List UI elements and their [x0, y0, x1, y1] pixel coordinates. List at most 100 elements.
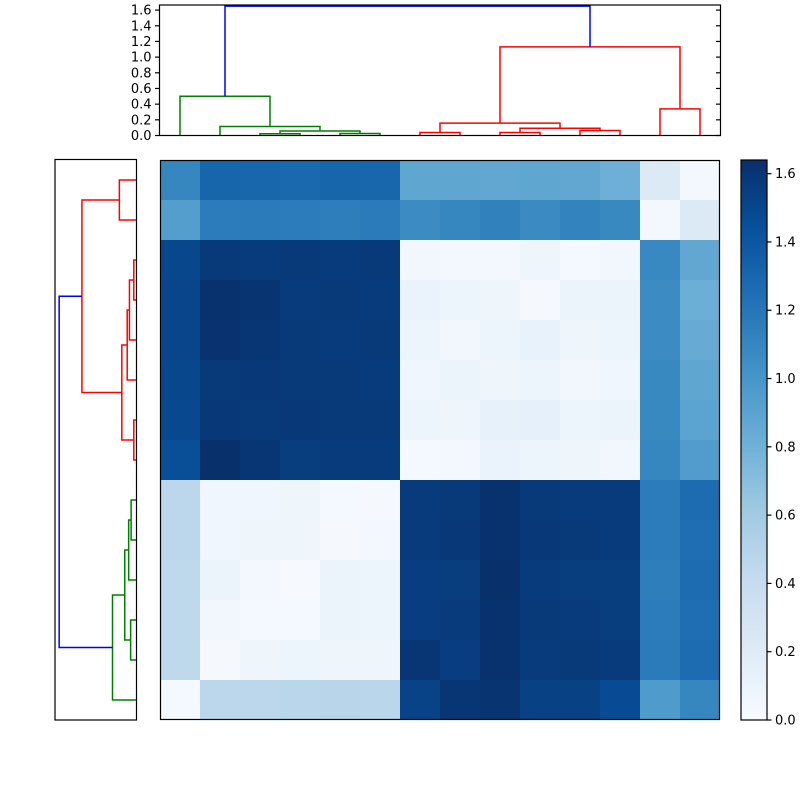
heatmap-cell [240, 240, 280, 280]
heatmap-cell [600, 160, 640, 200]
top-dendrogram-frame [158, 4, 722, 137]
heatmap-cell [480, 640, 520, 680]
heatmap-cell [240, 640, 280, 680]
colorbar-tick-label: 0.6 [775, 509, 796, 524]
heatmap-cell [160, 440, 200, 480]
heatmap-cell [200, 160, 240, 200]
heatmap-cell [560, 680, 600, 720]
heatmap-cell [640, 600, 680, 640]
heatmap-cell [680, 400, 720, 440]
colorbar-tick-label: 1.4 [775, 235, 796, 250]
heatmap-cell [440, 200, 480, 240]
heatmap-cell [160, 360, 200, 400]
heatmap-cell [680, 440, 720, 480]
heatmap-cell [480, 560, 520, 600]
heatmap-cell [360, 200, 400, 240]
heatmap-cell [240, 680, 280, 720]
heatmap-cell [600, 360, 640, 400]
heatmap-cell [280, 160, 320, 200]
heatmap-cell [440, 480, 480, 520]
heatmap-cell [440, 360, 480, 400]
heatmap-cell [600, 480, 640, 520]
y-axis-tick-label: 0.8 [131, 66, 152, 81]
heatmap-cell [520, 440, 560, 480]
heatmap-cell [160, 280, 200, 320]
heatmap-cell [480, 280, 520, 320]
heatmap-cell [400, 200, 440, 240]
heatmap-cell [640, 480, 680, 520]
heatmap-cell [360, 520, 400, 560]
heatmap-cell [480, 360, 520, 400]
heatmap-cell [400, 480, 440, 520]
heatmap-cell [240, 200, 280, 240]
heatmap-cell [240, 320, 280, 360]
dendrogram-link [499, 131, 541, 136]
heatmap-cell [320, 560, 360, 600]
heatmap-cell [600, 560, 640, 600]
colorbar-gradient [741, 160, 767, 720]
heatmap-cell [640, 640, 680, 680]
heatmap-cell [640, 680, 680, 720]
heatmap-cell [480, 600, 520, 640]
heatmap-cell [320, 200, 360, 240]
top-dendrogram: 0.00.20.40.60.81.01.21.41.6 [131, 4, 722, 144]
heatmap-cell [320, 440, 360, 480]
heatmap-cell [320, 320, 360, 360]
left-dendrogram [54, 158, 138, 721]
heatmap-cell [200, 240, 240, 280]
dendrogram-link [129, 619, 137, 661]
heatmap-cell [360, 160, 400, 200]
y-axis-tick-label: 1.4 [131, 19, 152, 34]
heatmap-cell [400, 560, 440, 600]
heatmap-cell [520, 160, 560, 200]
heatmap-cell [160, 400, 200, 440]
colorbar-frame [740, 159, 768, 721]
heatmap-cell [360, 320, 400, 360]
heatmap-cell [320, 360, 360, 400]
heatmap-cell [280, 200, 320, 240]
heatmap-cell [680, 480, 720, 520]
heatmap-cell [360, 640, 400, 680]
heatmap-cell [680, 560, 720, 600]
colorbar: 0.0 0.2 0.4 0.6 0.8 1.0 1.2 1.4 1.6 [740, 159, 796, 729]
heatmap-cell [400, 400, 440, 440]
heatmap-cell [520, 560, 560, 600]
heatmap-cell [680, 520, 720, 560]
heatmap-cell [160, 520, 200, 560]
dendrogram-link [133, 259, 137, 301]
heatmap-cell [160, 600, 200, 640]
heatmap-cell [640, 400, 680, 440]
heatmap-cell [400, 680, 440, 720]
dendrogram-link [659, 108, 701, 136]
heatmap-cell [520, 360, 560, 400]
heatmap-cell [480, 400, 520, 440]
dendrogram-link [126, 309, 137, 381]
heatmap-cell [320, 480, 360, 520]
heatmap-cell [520, 200, 560, 240]
y-axis-tick-label: 0.2 [131, 113, 152, 128]
heatmap-cell [360, 680, 400, 720]
heatmap-cell [200, 400, 240, 440]
heatmap-cell [200, 280, 240, 320]
heatmap-cell [320, 640, 360, 680]
heatmap-cell [600, 400, 640, 440]
heatmap-cell [440, 280, 480, 320]
heatmap-cell [160, 640, 200, 680]
heatmap-cell [160, 320, 200, 360]
heatmap-cell [560, 360, 600, 400]
heatmap-cell [400, 520, 440, 560]
heatmap-cell [680, 680, 720, 720]
heatmap-cell [520, 680, 560, 720]
heatmap-cell [680, 240, 720, 280]
heatmap-cell [400, 320, 440, 360]
heatmap-cell [160, 480, 200, 520]
heatmap-cell [160, 160, 200, 200]
heatmap-cell [600, 240, 640, 280]
heatmap-cell [280, 560, 320, 600]
heatmap-cell [400, 240, 440, 280]
heatmap-cell [400, 160, 440, 200]
dendrogram-link [224, 5, 591, 97]
heatmap-cell [480, 200, 520, 240]
heatmap-cell [280, 280, 320, 320]
